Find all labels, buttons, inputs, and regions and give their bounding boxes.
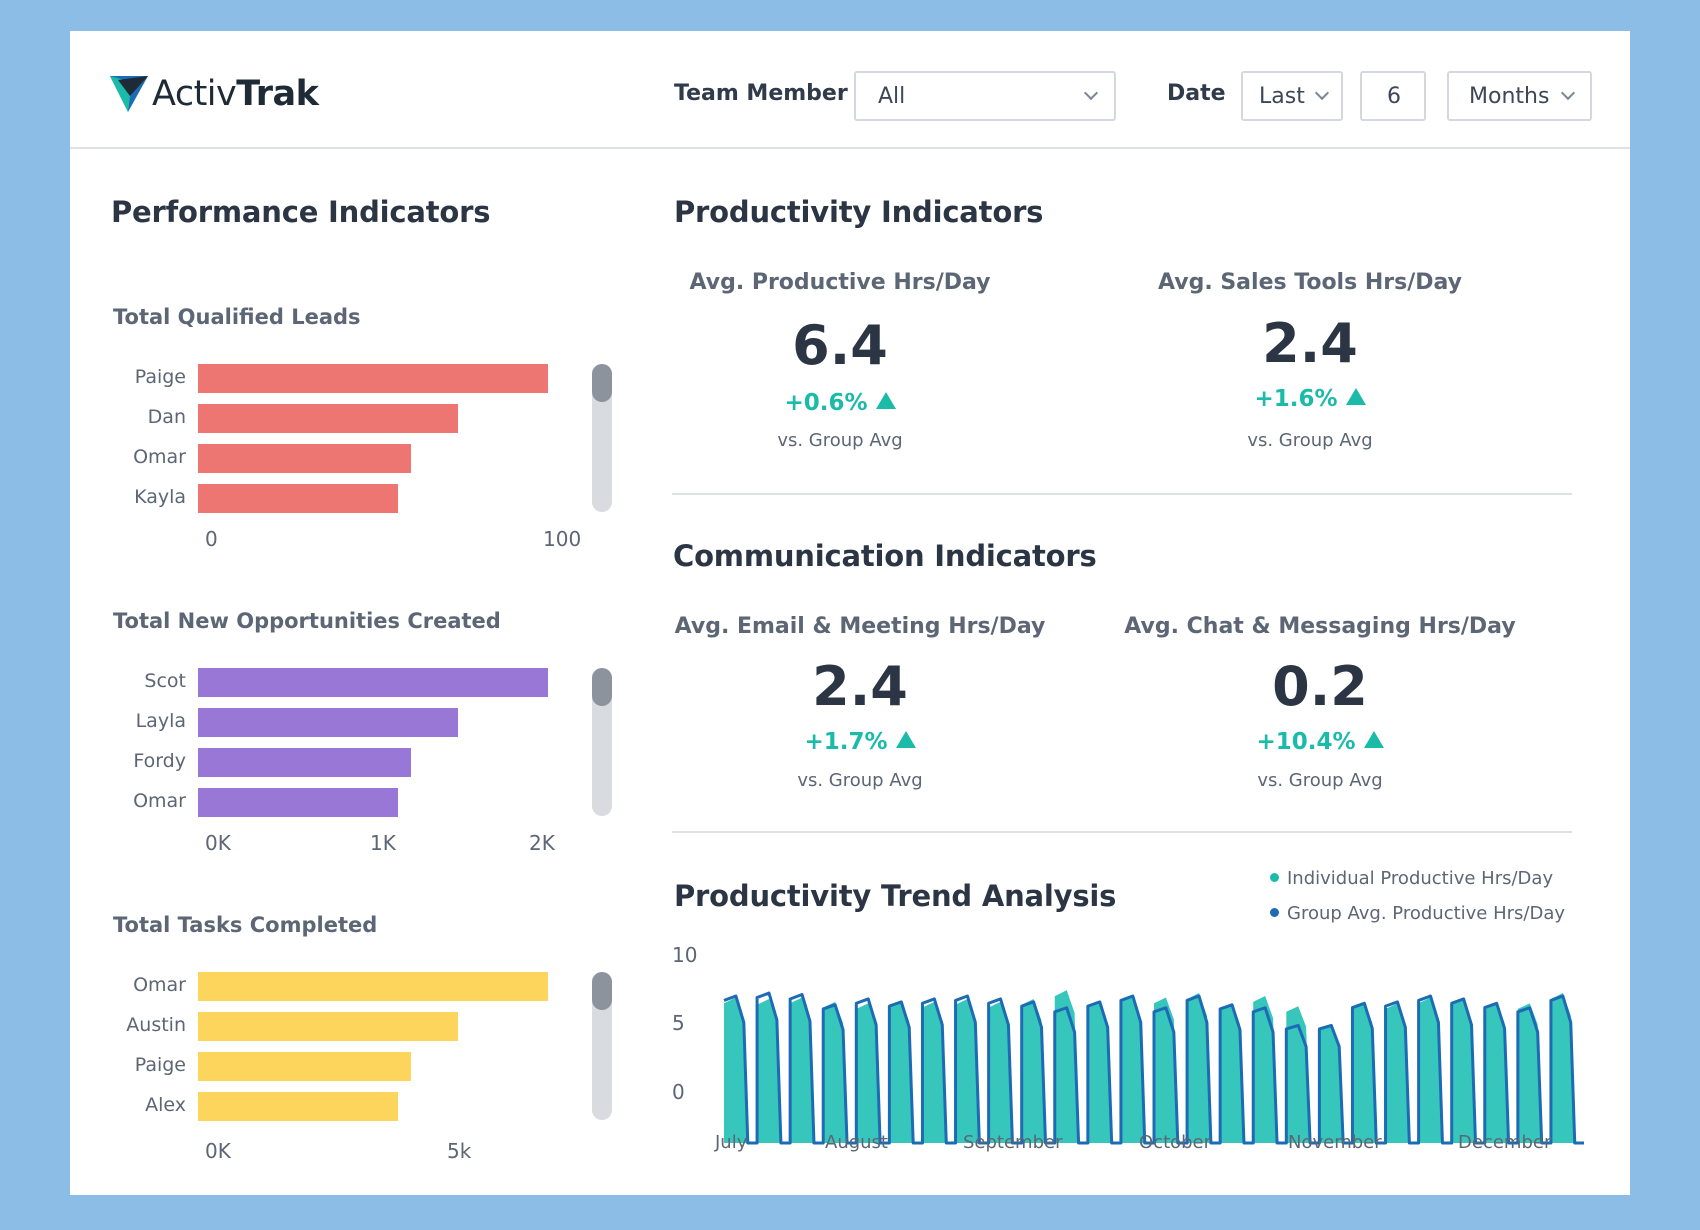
triangle-up-icon [1363,731,1384,748]
bar-label: Austin [126,1014,186,1036]
bar-label: Omar [133,790,186,812]
divider [672,831,1572,833]
axis-tick: 0 [205,527,218,551]
chevron-down-icon [1560,85,1576,101]
legend-dot-icon [1270,908,1279,917]
scrollbar[interactable] [592,364,612,512]
month-label-september: September [963,1132,1063,1153]
kpi-productive-label: Avg. Productive Hrs/Day [689,270,991,295]
scrollbar-thumb[interactable] [592,668,612,706]
bar[interactable] [198,1012,458,1041]
bar[interactable] [198,444,411,473]
kpi-chat-label: Avg. Chat & Messaging Hrs/Day [1124,614,1516,639]
logo-mark-icon [110,76,148,112]
kpi-email-label: Avg. Email & Meeting Hrs/Day [674,614,1046,639]
date-label: Date [1167,81,1226,106]
date-unit-select[interactable]: Months [1447,71,1592,121]
chart-title: Total Qualified Leads [113,305,361,329]
month-label-november: November [1288,1132,1382,1153]
chart-title: Total Tasks Completed [113,913,378,937]
kpi-productive-change: +0.6% [630,390,1050,416]
chevron-down-icon [1083,85,1099,101]
date-mode-select[interactable]: Last [1241,71,1343,121]
bar-label: Omar [133,446,186,468]
legend-individual[interactable]: Individual Productive Hrs/Day [1270,868,1553,889]
bar-label: Layla [135,710,186,732]
chart-title: Total New Opportunities Created [113,609,501,633]
kpi-sales-tools-value: 2.4 [1262,312,1358,375]
y-tick-10: 10 [672,943,698,967]
kpi-email-sub: vs. Group Avg [797,770,923,791]
bar-label: Alex [145,1094,186,1116]
kpi-sales-tools-change: +1.6% [1100,386,1520,412]
bar[interactable] [198,668,548,697]
y-tick-0: 0 [672,1080,685,1104]
axis-tick: 1K [370,831,396,855]
kpi-sales-tools-label: Avg. Sales Tools Hrs/Day [1157,270,1463,295]
kpi-productive-sub: vs. Group Avg [777,430,903,451]
legend-dot-icon [1270,873,1279,882]
chevron-down-icon [1314,85,1330,101]
bar-label: Kayla [134,486,186,508]
bar-label: Fordy [133,750,186,772]
divider [672,493,1572,495]
bar-label: Dan [147,406,186,428]
month-label-august: August [825,1132,888,1153]
bar-label: Paige [134,1054,186,1076]
date-unit-value: Months [1469,83,1550,109]
bar[interactable] [198,748,411,777]
bar-label: Paige [134,366,186,388]
trend-title: Productivity Trend Analysis [674,879,1117,913]
group-series-line [723,991,1584,1145]
scrollbar[interactable] [592,668,612,816]
kpi-email-value: 2.4 [812,655,908,718]
kpi-sales-tools-sub: vs. Group Avg [1247,430,1373,451]
bar[interactable] [198,484,398,513]
date-mode-value: Last [1259,83,1305,109]
bar[interactable] [198,364,548,393]
header-bar: ActivTrak Team Member All Date Last 6 Mo… [70,31,1630,149]
logo-text: ActivTrak [152,74,319,114]
kpi-chat-change: +10.4% [1070,729,1570,755]
team-member-label: Team Member [674,81,848,106]
kpi-chat-value: 0.2 [1272,655,1368,718]
month-label-december: December [1458,1132,1552,1153]
scrollbar[interactable] [592,972,612,1120]
month-label-october: October [1139,1132,1212,1153]
dashboard-card: ActivTrak Team Member All Date Last 6 Mo… [70,31,1630,1195]
month-label-july: July [715,1132,748,1153]
team-member-select[interactable]: All [854,71,1116,121]
triangle-up-icon [875,392,896,409]
legend-group[interactable]: Group Avg. Productive Hrs/Day [1270,903,1565,924]
axis-tick: 0K [205,1139,231,1163]
communication-title: Communication Indicators [673,539,1097,573]
y-tick-5: 5 [672,1011,685,1035]
bar[interactable] [198,972,548,1001]
scrollbar-thumb[interactable] [592,972,612,1010]
performance-title: Performance Indicators [111,195,491,229]
trend-chart[interactable] [710,951,1650,1151]
bar[interactable] [198,788,398,817]
triangle-up-icon [1345,388,1366,405]
productivity-title: Productivity Indicators [674,195,1044,229]
bar[interactable] [198,404,458,433]
triangle-up-icon [895,731,916,748]
kpi-email-change: +1.7% [620,729,1100,755]
axis-tick: 100 [543,527,582,551]
activtrak-logo[interactable]: ActivTrak [110,69,319,119]
bar-label: Omar [133,974,186,996]
axis-tick: 0K [205,831,231,855]
bar[interactable] [198,1052,411,1081]
axis-tick: 2K [529,831,555,855]
date-count-input[interactable]: 6 [1360,71,1426,121]
kpi-productive-value: 6.4 [792,314,888,377]
axis-tick: 5k [447,1139,472,1163]
kpi-chat-sub: vs. Group Avg [1257,770,1383,791]
bar-label: Scot [144,670,186,692]
team-member-value: All [878,83,906,109]
scrollbar-thumb[interactable] [592,364,612,402]
bar[interactable] [198,1092,398,1121]
date-count-value: 6 [1387,83,1401,109]
bar[interactable] [198,708,458,737]
